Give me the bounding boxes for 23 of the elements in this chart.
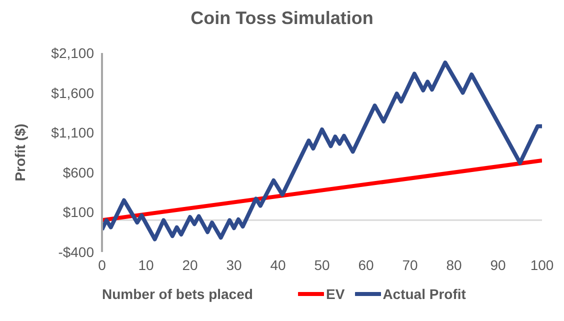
- x-tick-label: 60: [358, 256, 374, 273]
- x-tick-label: 40: [270, 256, 286, 273]
- y-tick-label: $1,100: [51, 124, 94, 141]
- x-tick-label: 20: [182, 256, 198, 273]
- y-tick-label: $100: [62, 204, 94, 220]
- x-tick-label: 100: [530, 256, 554, 273]
- x-tick-label: 70: [402, 256, 418, 273]
- y-axis-title: Profit ($): [12, 124, 28, 182]
- x-tick-label: 90: [490, 256, 506, 273]
- x-tick-label: 30: [226, 256, 242, 273]
- chart-title: Coin Toss Simulation: [190, 8, 374, 30]
- x-tick-label: 0: [98, 256, 106, 273]
- y-tick-label: $2,100: [51, 44, 94, 61]
- legend-label: Actual Profit: [382, 286, 466, 302]
- legend-label: EV: [326, 286, 345, 302]
- x-tick-label: 50: [314, 256, 330, 273]
- line-series: [102, 60, 542, 242]
- y-tick-label: $1,600: [51, 84, 94, 101]
- y-tick-label: $600: [62, 164, 94, 180]
- x-axis-title: Number of bets placed: [102, 286, 253, 302]
- x-tick-label: 10: [138, 256, 154, 273]
- y-tick-label: -$400: [58, 244, 94, 260]
- x-tick-label: 80: [446, 256, 462, 273]
